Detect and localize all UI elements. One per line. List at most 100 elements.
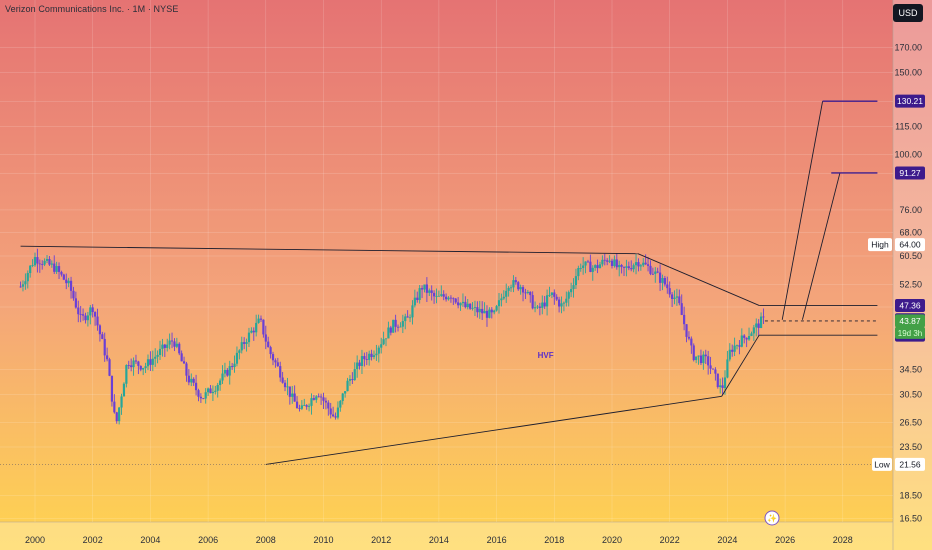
candle-body xyxy=(695,356,698,361)
candle-body xyxy=(752,327,755,334)
candle-body xyxy=(680,303,683,315)
candle-body xyxy=(699,355,703,364)
candle-body xyxy=(584,261,587,266)
candle-body xyxy=(50,263,53,265)
candle-body xyxy=(24,281,27,285)
candle-body xyxy=(637,262,640,267)
candle-body xyxy=(632,265,635,270)
candle-body xyxy=(74,298,77,308)
candle-body xyxy=(341,393,344,401)
candle-body xyxy=(283,382,287,388)
candle-body xyxy=(656,271,659,273)
candle-body xyxy=(185,363,188,376)
candle-body xyxy=(490,309,493,313)
candle-body xyxy=(747,336,751,340)
candle-body xyxy=(216,385,219,391)
candle-body xyxy=(41,264,44,265)
candle-body xyxy=(704,354,707,357)
candle-body xyxy=(137,361,140,366)
candle-body xyxy=(673,297,676,299)
candle-body xyxy=(197,390,200,397)
currency-badge[interactable]: USD xyxy=(893,4,923,22)
candle-body xyxy=(125,365,128,384)
x-tick-label: 2028 xyxy=(833,535,853,545)
candle-body xyxy=(646,264,650,266)
candle-body xyxy=(187,375,190,383)
candle-body xyxy=(144,366,147,369)
trendline-projection-1 xyxy=(781,101,824,320)
trendline-projection-2 xyxy=(801,172,841,320)
candle-body xyxy=(408,317,412,319)
candle-body xyxy=(231,366,234,368)
y-tick-label: 16.50 xyxy=(899,513,922,523)
candle-body xyxy=(103,338,106,356)
candle-body xyxy=(473,307,477,308)
candle-body xyxy=(683,314,686,325)
y-tick-label: 170.00 xyxy=(894,42,922,52)
chart-title: Verizon Communications Inc. · 1M · NYSE xyxy=(5,4,179,14)
candle-body xyxy=(589,261,592,272)
candle-body xyxy=(627,266,630,269)
candle-body xyxy=(132,360,135,368)
candle-body xyxy=(567,292,570,299)
candle-body xyxy=(377,347,380,354)
candle-body xyxy=(471,307,474,309)
candle-body xyxy=(69,280,73,291)
candle-body xyxy=(608,260,611,262)
candle-body xyxy=(31,265,34,266)
candle-body xyxy=(514,280,517,283)
candle-body xyxy=(257,318,260,323)
candle-body xyxy=(464,301,467,308)
candle-body xyxy=(21,284,25,287)
hl-label: High xyxy=(871,240,889,250)
candle-body xyxy=(259,318,263,320)
candle-body xyxy=(577,268,580,277)
candle-body xyxy=(319,396,323,398)
candle-body xyxy=(382,339,385,345)
candle-body xyxy=(233,363,236,368)
candle-body xyxy=(115,412,118,422)
candle-body xyxy=(106,355,109,360)
candle-body xyxy=(84,315,87,321)
candle-body xyxy=(483,310,486,314)
candle-body xyxy=(67,280,70,284)
candle-body xyxy=(312,398,315,400)
candle-body xyxy=(594,265,597,268)
candle-body xyxy=(281,377,284,383)
candle-body xyxy=(219,380,222,386)
y-tick-label: 26.50 xyxy=(899,418,922,428)
candle-body xyxy=(264,334,267,342)
candle-body xyxy=(243,342,246,344)
candle-body xyxy=(430,290,433,293)
candle-body xyxy=(204,392,207,399)
candle-body xyxy=(353,369,356,381)
candle-body xyxy=(548,294,551,296)
candle-body xyxy=(139,365,142,370)
candle-body xyxy=(356,362,359,370)
candle-body xyxy=(96,316,99,326)
candle-body xyxy=(457,302,460,306)
candle-body xyxy=(723,377,727,389)
candle-body xyxy=(60,271,63,275)
x-tick-label: 2010 xyxy=(313,535,333,545)
y-tick-label: 23.50 xyxy=(899,442,922,452)
candle-body xyxy=(697,355,700,357)
candle-body xyxy=(127,365,130,366)
x-tick-label: 2008 xyxy=(256,535,276,545)
candle-body xyxy=(651,273,654,275)
candle-body xyxy=(334,416,337,418)
candle-body xyxy=(36,257,39,264)
candle-body xyxy=(48,258,51,265)
y-tick-label: 150.00 xyxy=(894,68,922,78)
candle-body xyxy=(666,284,669,289)
candle-body xyxy=(387,327,390,339)
candle-body xyxy=(295,401,299,409)
candle-body xyxy=(221,373,224,381)
candle-body xyxy=(53,263,56,272)
candle-body xyxy=(613,259,616,266)
candle-body xyxy=(493,310,496,313)
candle-body xyxy=(495,306,498,311)
candle-body xyxy=(274,360,277,363)
hl-value: 21.56 xyxy=(899,459,921,469)
